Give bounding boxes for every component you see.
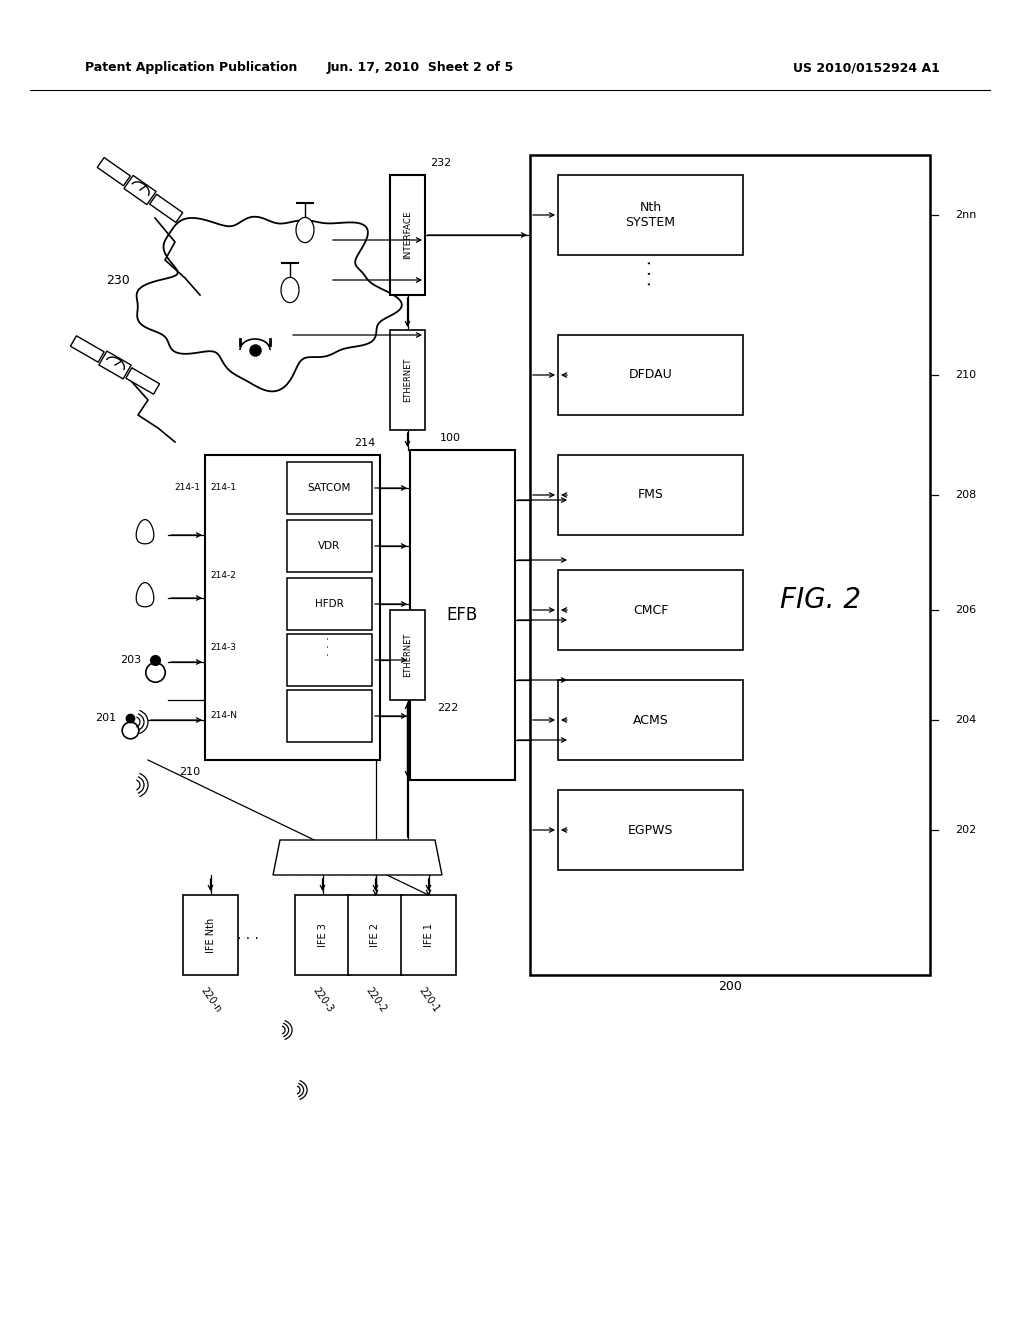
Text: IFE Nth: IFE Nth — [206, 917, 215, 953]
Text: 210: 210 — [179, 767, 200, 777]
Bar — [390, 176, 425, 294]
Text: Patent Application Publication: Patent Application Publication — [85, 62, 297, 74]
Text: ETHERNET: ETHERNET — [403, 632, 412, 677]
Text: 230: 230 — [106, 273, 130, 286]
Text: INTERFACE: INTERFACE — [403, 211, 412, 259]
Text: SATCOM: SATCOM — [308, 483, 351, 492]
Text: 100: 100 — [440, 433, 461, 444]
Bar — [558, 789, 743, 870]
Text: 214-N: 214-N — [210, 711, 237, 721]
Text: 201: 201 — [95, 713, 116, 723]
Bar — [558, 455, 743, 535]
Text: DFDAU: DFDAU — [629, 368, 673, 381]
Bar — [295, 895, 350, 975]
Bar — [530, 154, 930, 975]
Text: 220-n: 220-n — [199, 986, 223, 1015]
Text: US 2010/0152924 A1: US 2010/0152924 A1 — [794, 62, 940, 74]
Text: 204: 204 — [955, 715, 976, 725]
Text: ETHERNET: ETHERNET — [403, 358, 412, 403]
Text: 220-3: 220-3 — [310, 986, 335, 1015]
Bar — [287, 462, 372, 513]
Text: Jun. 17, 2010  Sheet 2 of 5: Jun. 17, 2010 Sheet 2 of 5 — [327, 62, 514, 74]
Text: . . .: . . . — [238, 928, 259, 942]
Polygon shape — [136, 582, 154, 607]
Text: HFDR: HFDR — [315, 599, 344, 609]
Bar — [558, 335, 743, 414]
Text: 200: 200 — [718, 981, 742, 994]
Text: · · ·: · · · — [323, 636, 336, 656]
Text: EGPWS: EGPWS — [628, 824, 673, 837]
Polygon shape — [126, 368, 160, 395]
Text: 203: 203 — [120, 655, 141, 665]
Text: 214: 214 — [353, 438, 375, 447]
Polygon shape — [124, 176, 156, 205]
Bar — [287, 578, 372, 630]
Polygon shape — [150, 194, 182, 223]
Bar — [401, 895, 456, 975]
Text: 214-2: 214-2 — [210, 572, 236, 581]
Bar — [390, 610, 425, 700]
Text: FMS: FMS — [638, 488, 664, 502]
Polygon shape — [296, 218, 314, 243]
Text: 220-2: 220-2 — [364, 986, 388, 1015]
Text: ACMS: ACMS — [633, 714, 669, 726]
Bar — [287, 690, 372, 742]
Text: IFE 3: IFE 3 — [317, 923, 328, 946]
Bar — [558, 176, 743, 255]
Text: VDR: VDR — [318, 541, 341, 550]
Bar — [205, 455, 380, 760]
Text: · · ·: · · · — [641, 260, 659, 286]
Text: 214-3: 214-3 — [210, 644, 236, 652]
Text: 206: 206 — [955, 605, 976, 615]
Polygon shape — [97, 157, 130, 186]
Text: 2nn: 2nn — [955, 210, 976, 220]
Bar — [410, 450, 515, 780]
Polygon shape — [273, 840, 442, 875]
Text: 220-1: 220-1 — [417, 986, 440, 1015]
Text: 208: 208 — [955, 490, 976, 500]
Text: 210: 210 — [955, 370, 976, 380]
Polygon shape — [136, 520, 154, 544]
Text: 222: 222 — [437, 704, 459, 713]
Text: 214-1: 214-1 — [174, 483, 200, 492]
Polygon shape — [281, 277, 299, 302]
Bar — [558, 570, 743, 649]
Polygon shape — [99, 351, 131, 379]
Polygon shape — [71, 335, 104, 362]
Polygon shape — [136, 216, 401, 391]
Bar — [183, 895, 238, 975]
Text: 214-1: 214-1 — [210, 483, 236, 492]
Text: 202: 202 — [955, 825, 976, 836]
Text: Nth
SYSTEM: Nth SYSTEM — [626, 201, 676, 228]
Bar — [390, 330, 425, 430]
Text: IFE 1: IFE 1 — [424, 923, 433, 946]
Bar — [558, 680, 743, 760]
Bar — [287, 634, 372, 686]
Bar — [287, 520, 372, 572]
Text: CMCF: CMCF — [633, 603, 669, 616]
Text: 232: 232 — [430, 158, 452, 168]
Bar — [348, 895, 403, 975]
Text: FIG. 2: FIG. 2 — [779, 586, 860, 614]
Text: IFE 2: IFE 2 — [371, 923, 381, 946]
Text: EFB: EFB — [446, 606, 478, 624]
